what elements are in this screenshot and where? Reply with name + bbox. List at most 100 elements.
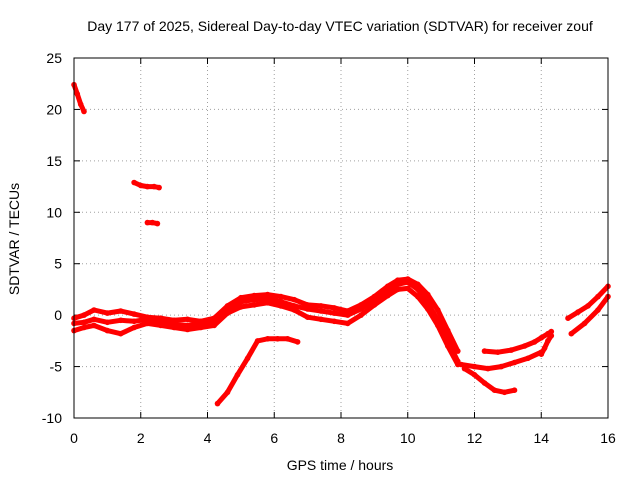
y-tick-label: 10 xyxy=(46,204,62,220)
y-tick-label: 25 xyxy=(46,50,62,66)
y-tick-label: 15 xyxy=(46,153,62,169)
data-point xyxy=(144,219,151,226)
data-point xyxy=(595,307,601,313)
data-point xyxy=(81,108,87,115)
x-tick-label: 16 xyxy=(600,430,616,446)
data-point xyxy=(521,343,528,349)
data-point xyxy=(158,322,164,329)
data-point xyxy=(471,363,478,370)
data-point xyxy=(81,312,87,318)
data-point xyxy=(264,291,271,298)
data-point xyxy=(435,307,441,313)
data-point xyxy=(131,318,137,325)
data-point xyxy=(415,286,421,293)
data-point xyxy=(435,322,441,329)
data-point xyxy=(541,345,548,351)
data-point xyxy=(585,303,591,309)
x-tick-label: 2 xyxy=(137,430,145,446)
data-point xyxy=(224,310,231,316)
data-point xyxy=(565,315,571,322)
x-axis-label: GPS time / hours xyxy=(287,457,394,473)
data-point xyxy=(251,302,257,308)
data-point xyxy=(405,279,411,286)
data-point xyxy=(358,312,364,318)
y-axis-label: SDTVAR / TECUs xyxy=(6,183,22,295)
data-point xyxy=(131,311,137,317)
data-point xyxy=(445,343,451,349)
y-tick-label: 20 xyxy=(46,101,62,117)
x-tick-label: 10 xyxy=(400,430,416,446)
data-point xyxy=(548,328,555,335)
data-point xyxy=(344,320,351,327)
data-point xyxy=(224,389,231,396)
x-tick-label: 6 xyxy=(270,430,278,446)
data-point xyxy=(511,387,518,394)
data-point xyxy=(81,319,87,326)
data-point xyxy=(394,286,401,293)
data-point xyxy=(138,182,144,189)
data-point xyxy=(498,363,505,370)
data-point xyxy=(144,183,151,190)
data-point xyxy=(318,303,324,309)
data-point xyxy=(318,316,324,323)
data-point xyxy=(104,310,111,316)
data-point xyxy=(458,361,464,368)
data-point xyxy=(117,308,124,314)
series-late-recovery-3 xyxy=(538,333,554,357)
data-point xyxy=(581,320,588,327)
data-point xyxy=(234,372,241,378)
data-point xyxy=(304,306,311,312)
x-tick-label: 14 xyxy=(533,430,549,446)
data-point xyxy=(481,348,488,354)
data-point xyxy=(264,300,271,306)
data-point xyxy=(384,292,391,299)
data-point xyxy=(568,330,575,337)
data-point xyxy=(91,316,97,323)
data-point xyxy=(548,332,555,339)
x-tick-label: 4 xyxy=(204,430,212,446)
series-final-rise-2 xyxy=(568,294,611,337)
data-point xyxy=(525,355,531,362)
data-point xyxy=(531,339,538,345)
data-point xyxy=(251,296,257,303)
data-point xyxy=(144,320,151,327)
data-point xyxy=(238,304,244,310)
data-point xyxy=(254,338,261,344)
data-point xyxy=(371,302,378,308)
data-point xyxy=(294,339,301,345)
data-point xyxy=(156,184,162,191)
data-point xyxy=(131,324,137,331)
data-point xyxy=(244,355,251,362)
data-point xyxy=(74,91,81,97)
data-point xyxy=(184,326,191,333)
data-point xyxy=(291,307,298,313)
data-point xyxy=(154,220,161,227)
plot-frame xyxy=(73,57,609,419)
data-point xyxy=(511,359,518,366)
y-tick-label: -10 xyxy=(42,410,62,426)
data-point xyxy=(81,324,87,331)
y-tick-label: 5 xyxy=(54,256,62,272)
y-tick-label: 0 xyxy=(54,307,62,323)
data-point xyxy=(491,387,498,394)
data-point xyxy=(149,219,156,226)
data-point xyxy=(264,336,271,342)
data-point xyxy=(318,308,324,314)
data-point xyxy=(278,293,284,300)
data-point xyxy=(104,319,111,326)
data-point xyxy=(331,305,338,311)
data-point xyxy=(131,179,137,186)
data-point xyxy=(151,183,157,190)
y-tick-label: -5 xyxy=(50,359,63,375)
data-point xyxy=(91,322,97,329)
data-point xyxy=(291,296,298,303)
data-point xyxy=(274,336,281,342)
data-point xyxy=(471,372,478,378)
data-point xyxy=(445,327,451,334)
data-point xyxy=(144,316,151,323)
data-point xyxy=(171,324,177,331)
data-point xyxy=(331,318,338,325)
data-point xyxy=(538,335,545,341)
